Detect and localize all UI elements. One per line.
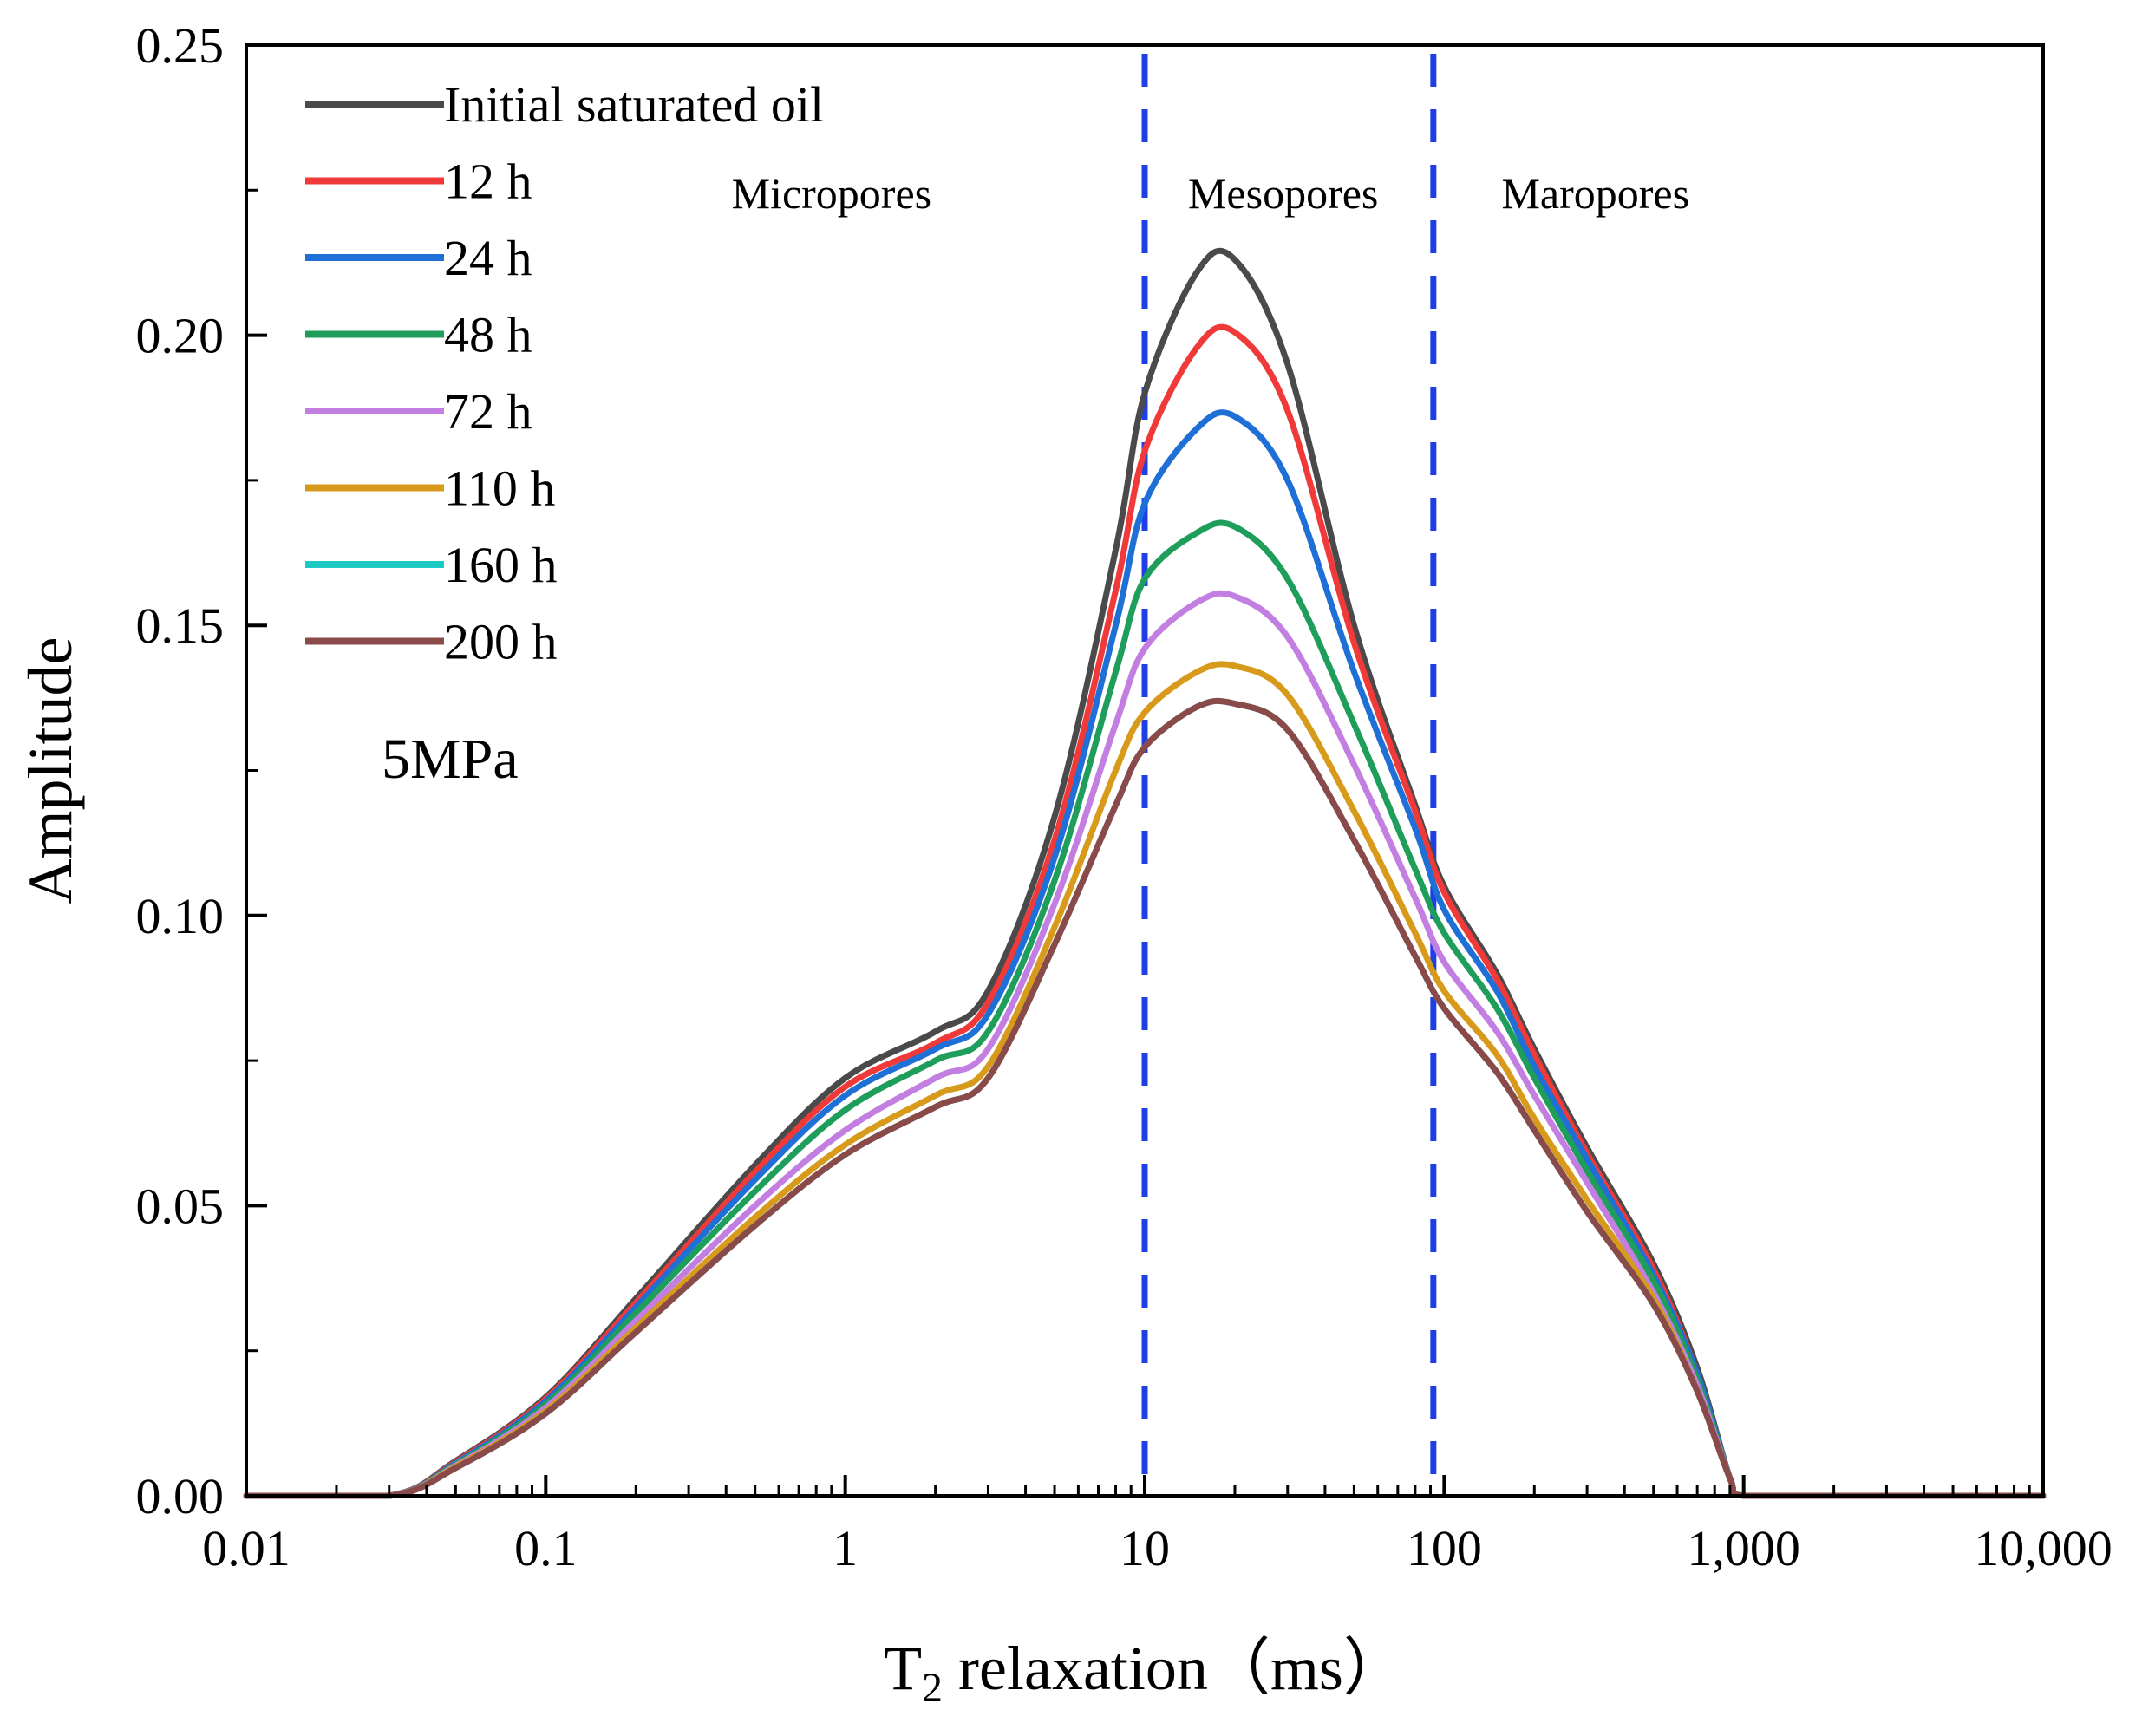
- region-label: Maropores: [1501, 169, 1689, 218]
- x-tick-label: 1: [833, 1520, 858, 1576]
- legend-label: 200 h: [444, 614, 558, 670]
- series-lines: [243, 247, 2047, 1499]
- pressure-annotation: 5MPa: [382, 728, 519, 791]
- y-tick-label: 0.00: [136, 1468, 225, 1524]
- region-label: Micropores: [732, 169, 932, 218]
- legend: Initial saturated oil 12 h 24 h 48 h 72 h 110…: [305, 76, 824, 670]
- legend-label: 160 h: [444, 537, 558, 593]
- series-line: [243, 519, 2047, 1499]
- x-tick-label: 0.1: [514, 1520, 578, 1576]
- x-axis-title: T2 relaxation（ms）: [884, 1634, 1406, 1711]
- x-axis-title-subscript: 2: [922, 1665, 943, 1711]
- series-line: [243, 697, 2047, 1499]
- pore-boundary-lines: [1141, 54, 1437, 1496]
- pore-region-labels: Micropores Mesopores Maropores: [732, 169, 1689, 218]
- x-tick-label: 100: [1407, 1520, 1482, 1576]
- legend-label: 48 h: [444, 307, 532, 363]
- y-tick-label: 0.20: [136, 308, 225, 364]
- x-axis: 0.01 0.1 1 10 100 1,000 10,000: [202, 1475, 2113, 1576]
- region-label: Mesopores: [1188, 169, 1378, 218]
- legend-label: 110 h: [444, 460, 555, 517]
- x-tick-label: 1,000: [1687, 1520, 1800, 1576]
- legend-label: 24 h: [444, 230, 532, 286]
- y-tick-label: 0.15: [136, 597, 225, 654]
- x-axis-title-rest: relaxation（ms）: [943, 1634, 1406, 1703]
- x-tick-label: 10: [1120, 1520, 1170, 1576]
- legend-label: 72 h: [444, 383, 532, 440]
- x-tick-label: 10,000: [1974, 1520, 2113, 1576]
- x-tick-label: 0.01: [202, 1520, 291, 1576]
- legend-label: 12 h: [444, 153, 532, 210]
- legend-label: Initial saturated oil: [444, 76, 824, 133]
- y-axis-title: Amplitude: [16, 637, 85, 904]
- y-axis: 0.00 0.05 0.10 0.15 0.20 0.25: [136, 17, 267, 1524]
- x-axis-title-main: T: [884, 1634, 922, 1703]
- y-tick-label: 0.10: [136, 888, 225, 944]
- y-tick-label: 0.25: [136, 17, 225, 74]
- y-tick-label: 0.05: [136, 1178, 225, 1234]
